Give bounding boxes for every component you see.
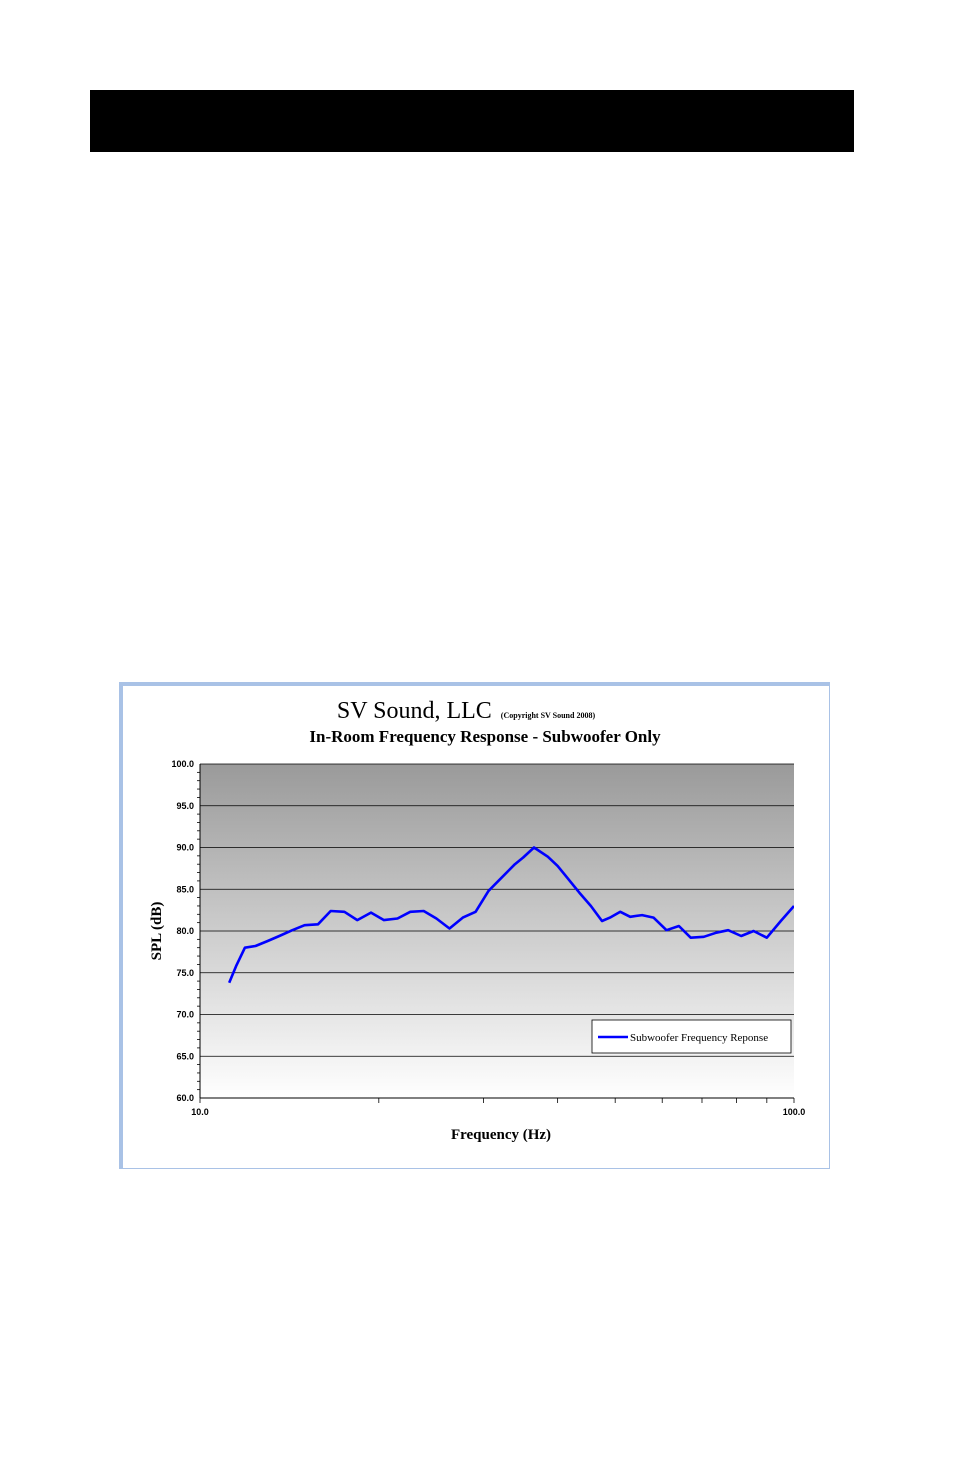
frequency-response-chart: SV Sound, LLC (Copyright SV Sound 2008) …: [149, 698, 805, 1143]
y-axis-ticks: 60.0 65.0 70.0 75.0 80.0 85.0 90.0 95.0 100.0: [171, 759, 200, 1103]
x-tick-label: 10.0: [191, 1107, 209, 1117]
chart-title: SV Sound, LLC: [337, 698, 492, 724]
y-tick-label: 95.0: [176, 801, 194, 811]
y-tick-label: 90.0: [176, 843, 194, 853]
chart-frame: SV Sound, LLC (Copyright SV Sound 2008) …: [119, 682, 830, 1169]
chart-subtitle: In-Room Frequency Response - Subwoofer O…: [309, 727, 661, 746]
y-tick-label: 75.0: [176, 968, 194, 978]
legend-label: Subwoofer Frequency Reponse: [630, 1032, 768, 1044]
x-axis-ticks: 10.0 100.0: [191, 1098, 805, 1117]
y-axis-title: SPL (dB): [149, 902, 165, 961]
y-tick-label: 70.0: [176, 1010, 194, 1020]
y-tick-label: 65.0: [176, 1051, 194, 1061]
series-line-subwoofer: [227, 846, 794, 984]
y-tick-label: 100.0: [171, 759, 194, 769]
y-tick-label: 60.0: [176, 1093, 194, 1103]
y-tick-label: 80.0: [176, 926, 194, 936]
chart-title-note: (Copyright SV Sound 2008): [501, 711, 596, 720]
x-tick-label: 100.0: [783, 1107, 806, 1117]
y-tick-label: 85.0: [176, 884, 194, 894]
chart-title-group: SV Sound, LLC (Copyright SV Sound 2008): [337, 698, 596, 724]
x-axis-title: Frequency (Hz): [451, 1127, 551, 1143]
chart-legend: Subwoofer Frequency Reponse: [591, 1019, 792, 1054]
header-bar: [90, 90, 854, 152]
